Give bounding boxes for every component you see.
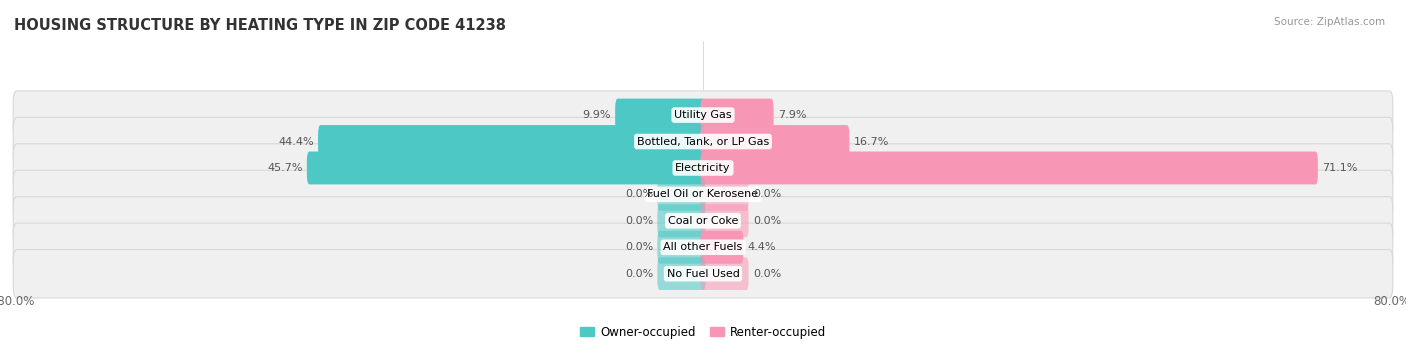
Text: Fuel Oil or Kerosene: Fuel Oil or Kerosene	[647, 189, 759, 199]
Text: Electricity: Electricity	[675, 163, 731, 173]
Text: No Fuel Used: No Fuel Used	[666, 269, 740, 279]
Text: Utility Gas: Utility Gas	[675, 110, 731, 120]
FancyBboxPatch shape	[13, 117, 1393, 166]
FancyBboxPatch shape	[13, 144, 1393, 192]
FancyBboxPatch shape	[318, 125, 706, 158]
FancyBboxPatch shape	[13, 223, 1393, 271]
FancyBboxPatch shape	[13, 170, 1393, 219]
Text: 0.0%: 0.0%	[624, 189, 652, 199]
Text: 0.0%: 0.0%	[754, 269, 782, 279]
Text: 0.0%: 0.0%	[624, 269, 652, 279]
Text: All other Fuels: All other Fuels	[664, 242, 742, 252]
Legend: Owner-occupied, Renter-occupied: Owner-occupied, Renter-occupied	[579, 326, 827, 339]
Text: 16.7%: 16.7%	[853, 136, 889, 147]
Text: 4.4%: 4.4%	[748, 242, 776, 252]
Text: 9.9%: 9.9%	[582, 110, 610, 120]
FancyBboxPatch shape	[13, 197, 1393, 245]
Text: 0.0%: 0.0%	[754, 216, 782, 226]
FancyBboxPatch shape	[658, 257, 706, 290]
FancyBboxPatch shape	[13, 250, 1393, 298]
FancyBboxPatch shape	[307, 151, 706, 184]
Text: 45.7%: 45.7%	[267, 163, 302, 173]
Text: Source: ZipAtlas.com: Source: ZipAtlas.com	[1274, 17, 1385, 27]
FancyBboxPatch shape	[658, 204, 706, 237]
Text: 0.0%: 0.0%	[754, 189, 782, 199]
Text: Bottled, Tank, or LP Gas: Bottled, Tank, or LP Gas	[637, 136, 769, 147]
FancyBboxPatch shape	[658, 231, 706, 264]
Text: 44.4%: 44.4%	[278, 136, 314, 147]
FancyBboxPatch shape	[700, 99, 773, 132]
FancyBboxPatch shape	[700, 125, 849, 158]
FancyBboxPatch shape	[700, 151, 1317, 184]
FancyBboxPatch shape	[700, 231, 744, 264]
Text: 0.0%: 0.0%	[624, 216, 652, 226]
Text: 71.1%: 71.1%	[1322, 163, 1358, 173]
Text: HOUSING STRUCTURE BY HEATING TYPE IN ZIP CODE 41238: HOUSING STRUCTURE BY HEATING TYPE IN ZIP…	[14, 18, 506, 33]
Text: 0.0%: 0.0%	[624, 242, 652, 252]
FancyBboxPatch shape	[658, 178, 706, 211]
FancyBboxPatch shape	[700, 257, 748, 290]
FancyBboxPatch shape	[616, 99, 706, 132]
Text: 7.9%: 7.9%	[778, 110, 807, 120]
Text: Coal or Coke: Coal or Coke	[668, 216, 738, 226]
FancyBboxPatch shape	[13, 91, 1393, 139]
FancyBboxPatch shape	[700, 204, 748, 237]
FancyBboxPatch shape	[700, 178, 748, 211]
